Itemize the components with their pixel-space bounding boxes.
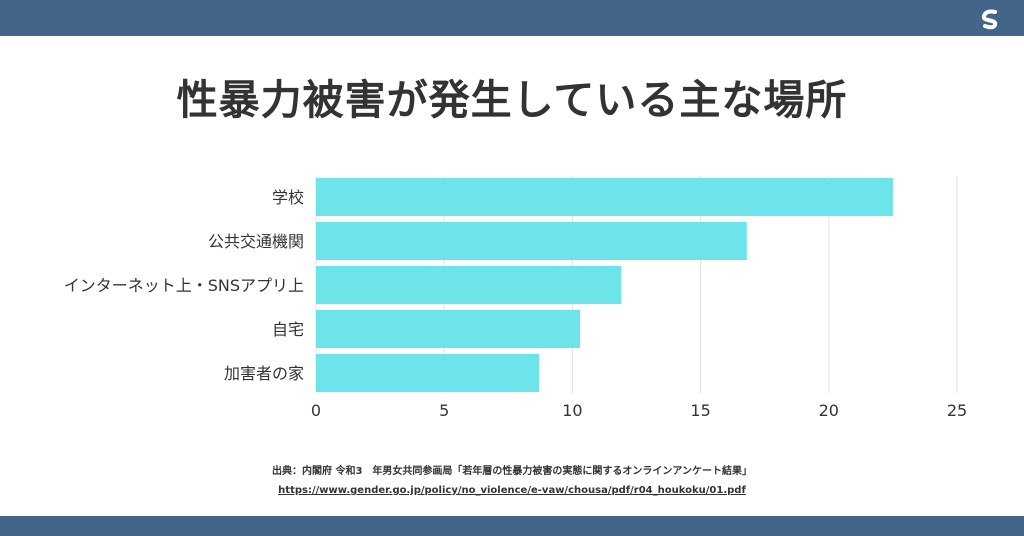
footer-bar [0, 516, 1024, 536]
bar [316, 222, 747, 260]
bar [316, 354, 540, 392]
x-tick-label: 25 [947, 401, 967, 420]
bar [316, 266, 622, 304]
x-tick-label: 0 [311, 401, 321, 420]
source-link[interactable]: https://www.gender.go.jp/policy/no_viole… [278, 485, 746, 496]
x-tick-label: 15 [690, 401, 710, 420]
bar [316, 178, 893, 216]
category-label: 加害者の家 [224, 364, 304, 383]
bar [316, 310, 581, 348]
category-label: 学校 [272, 188, 304, 207]
page-title: 性暴力被害が発生している主な場所 [176, 76, 848, 124]
category-label: 公共交通機関 [208, 232, 304, 251]
category-label: インターネット上・SNSアプリ上 [64, 276, 304, 295]
x-tick-label: 20 [819, 401, 839, 420]
x-tick-label: 10 [562, 401, 582, 420]
source-note: 出典：内閣府 令和3 年男女共同参画局「若年層の性暴力被害の実態に関するオンライ… [0, 462, 1024, 500]
header-bar [0, 0, 1024, 36]
s-logo-icon [981, 9, 998, 30]
category-label: 自宅 [272, 320, 304, 339]
x-tick-label: 5 [439, 401, 449, 420]
source-text: 出典：内閣府 令和3 年男女共同参画局「若年層の性暴力被害の実態に関するオンライ… [271, 466, 753, 477]
